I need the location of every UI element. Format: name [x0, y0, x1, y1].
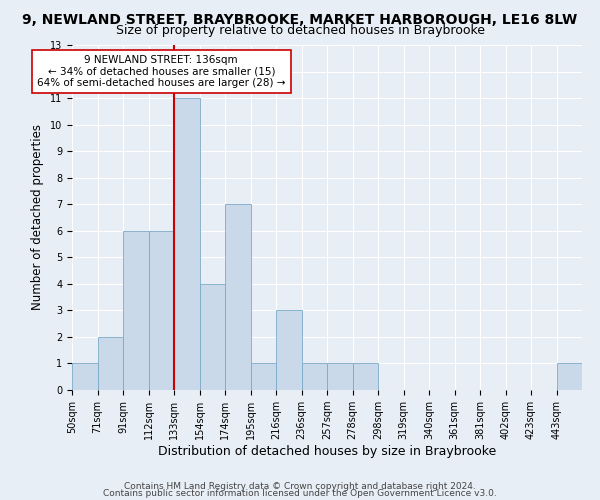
Text: 9 NEWLAND STREET: 136sqm
← 34% of detached houses are smaller (15)
64% of semi-d: 9 NEWLAND STREET: 136sqm ← 34% of detach… — [37, 55, 286, 88]
Text: 9, NEWLAND STREET, BRAYBROOKE, MARKET HARBOROUGH, LE16 8LW: 9, NEWLAND STREET, BRAYBROOKE, MARKET HA… — [22, 12, 578, 26]
Bar — [149, 231, 174, 390]
Bar — [302, 364, 327, 390]
Bar — [327, 364, 353, 390]
Bar — [557, 364, 582, 390]
Bar — [251, 364, 276, 390]
Bar — [199, 284, 225, 390]
Text: Contains public sector information licensed under the Open Government Licence v3: Contains public sector information licen… — [103, 489, 497, 498]
Bar — [123, 231, 149, 390]
Bar — [72, 364, 97, 390]
Bar — [353, 364, 378, 390]
Bar — [225, 204, 251, 390]
Text: Contains HM Land Registry data © Crown copyright and database right 2024.: Contains HM Land Registry data © Crown c… — [124, 482, 476, 491]
Text: Size of property relative to detached houses in Braybrooke: Size of property relative to detached ho… — [115, 24, 485, 37]
X-axis label: Distribution of detached houses by size in Braybrooke: Distribution of detached houses by size … — [158, 445, 496, 458]
Bar — [276, 310, 302, 390]
Bar — [174, 98, 199, 390]
Bar — [97, 337, 123, 390]
Y-axis label: Number of detached properties: Number of detached properties — [31, 124, 44, 310]
